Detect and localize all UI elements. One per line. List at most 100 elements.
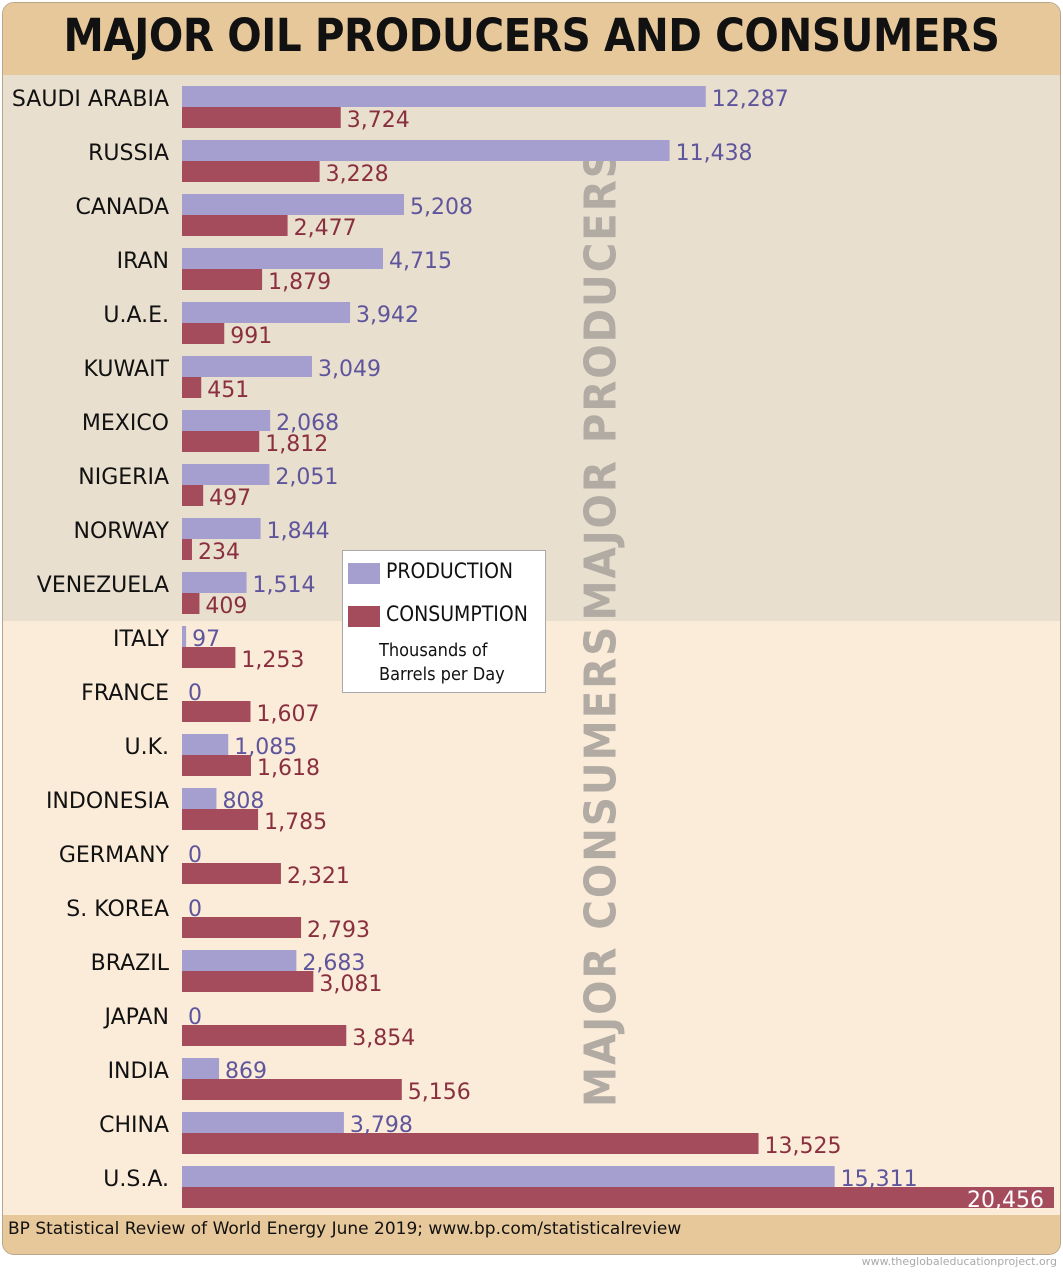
bar-consumption-brazil <box>182 971 314 992</box>
category-label-indonesia: INDONESIA <box>46 789 169 814</box>
value-label-production-indonesia: 808 <box>222 789 264 814</box>
bar-production-canada <box>182 194 405 215</box>
bar-consumption-nigeria <box>182 485 204 506</box>
category-label-italy: ITALY <box>113 627 170 652</box>
legend-unit-line2: Barrels per Day <box>379 664 505 685</box>
bar-production-u-k <box>182 734 229 755</box>
category-label-russia: RUSSIA <box>88 141 169 166</box>
bar-production-brazil <box>182 950 297 971</box>
bar-consumption-italy <box>182 647 236 668</box>
bar-production-venezuela <box>182 572 247 593</box>
value-label-consumption-norway: 234 <box>198 540 240 565</box>
category-label-canada: CANADA <box>75 195 169 220</box>
bar-consumption-saudi-arabia <box>182 107 341 128</box>
category-label-mexico: MEXICO <box>82 411 169 436</box>
value-label-consumption-saudi-arabia: 3,724 <box>347 108 410 133</box>
value-label-consumption-indonesia: 1,785 <box>264 810 327 835</box>
value-label-production-kuwait: 3,049 <box>318 357 381 382</box>
bar-production-u-a-e <box>182 302 351 323</box>
value-label-production-u-s-a: 15,311 <box>841 1167 918 1192</box>
legend: PRODUCTION CONSUMPTION Thousands of Barr… <box>342 550 546 693</box>
bar-consumption-indonesia <box>182 809 259 830</box>
bar-consumption-u-a-e <box>182 323 225 344</box>
category-label-france: FRANCE <box>81 681 169 706</box>
category-label-norway: NORWAY <box>74 519 170 544</box>
value-label-consumption-u-s-a: 20,456 <box>967 1188 1044 1212</box>
value-label-consumption-russia: 3,228 <box>326 162 389 187</box>
source-band <box>3 1215 1060 1254</box>
value-label-consumption-s-korea: 2,793 <box>307 918 370 943</box>
bar-production-nigeria <box>182 464 270 485</box>
value-label-consumption-france: 1,607 <box>257 702 320 727</box>
value-label-production-china: 3,798 <box>350 1113 413 1138</box>
value-label-production-germany: 0 <box>188 843 202 868</box>
value-label-production-italy: 97 <box>192 627 220 652</box>
category-label-u-s-a: U.S.A. <box>103 1167 169 1192</box>
value-label-production-iran: 4,715 <box>389 249 452 274</box>
value-label-production-india: 869 <box>225 1059 267 1084</box>
bar-production-italy <box>182 626 187 647</box>
bar-production-india <box>182 1058 220 1079</box>
legend-swatch-production <box>348 563 380 584</box>
category-label-venezuela: VENEZUELA <box>37 573 169 598</box>
bar-consumption-russia <box>182 161 320 182</box>
bar-production-russia <box>182 140 670 161</box>
bar-consumption-kuwait <box>182 377 202 398</box>
bar-consumption-venezuela <box>182 593 200 614</box>
category-label-iran: IRAN <box>117 249 169 274</box>
bar-consumption-s-korea <box>182 917 302 938</box>
value-label-production-saudi-arabia: 12,287 <box>712 87 789 112</box>
category-label-u-k: U.K. <box>124 735 169 760</box>
consumers-band <box>3 621 1060 1215</box>
category-label-brazil: BRAZIL <box>91 951 170 976</box>
category-label-japan: JAPAN <box>102 1005 169 1030</box>
bar-chart: SAUDI ARABIA 12,287 3,724 RUSSIA 11,438 3,228… <box>12 86 1054 1212</box>
value-label-consumption-kuwait: 451 <box>207 378 249 403</box>
bar-consumption-india <box>182 1079 402 1100</box>
value-label-production-japan: 0 <box>188 1005 202 1030</box>
bar-production-mexico <box>182 410 271 431</box>
category-label-germany: GERMANY <box>59 843 170 868</box>
legend-unit: Thousands of Barrels per Day <box>379 639 505 687</box>
value-label-production-venezuela: 1,514 <box>253 573 316 598</box>
bar-consumption-france <box>182 701 251 722</box>
value-label-production-norway: 1,844 <box>267 519 330 544</box>
value-label-consumption-china: 13,525 <box>765 1134 842 1159</box>
value-label-production-nigeria: 2,051 <box>275 465 338 490</box>
value-label-production-u-a-e: 3,942 <box>356 303 419 328</box>
bar-consumption-japan <box>182 1025 347 1046</box>
category-label-u-a-e: U.A.E. <box>103 303 169 328</box>
category-label-kuwait: KUWAIT <box>84 357 170 382</box>
bar-production-indonesia <box>182 788 217 809</box>
bar-production-norway <box>182 518 261 539</box>
value-label-consumption-canada: 2,477 <box>294 216 357 241</box>
value-label-consumption-germany: 2,321 <box>287 864 350 889</box>
bar-production-china <box>182 1112 344 1133</box>
category-label-india: INDIA <box>108 1059 169 1084</box>
value-label-consumption-venezuela: 409 <box>205 594 247 619</box>
value-label-production-brazil: 2,683 <box>302 951 365 976</box>
value-label-consumption-mexico: 1,812 <box>265 432 328 457</box>
bar-consumption-norway <box>182 539 192 560</box>
value-label-production-mexico: 2,068 <box>276 411 339 436</box>
bar-consumption-u-k <box>182 755 251 776</box>
value-label-production-s-korea: 0 <box>188 897 202 922</box>
source-note: BP Statistical Review of World Energy Ju… <box>8 1219 682 1239</box>
bar-consumption-germany <box>182 863 281 884</box>
category-label-s-korea: S. KOREA <box>66 897 169 922</box>
value-label-production-canada: 5,208 <box>410 195 473 220</box>
bar-production-u-s-a <box>182 1166 835 1187</box>
bar-consumption-u-s-a <box>182 1187 1054 1208</box>
bar-consumption-mexico <box>182 431 260 452</box>
value-label-consumption-u-a-e: 991 <box>230 324 272 349</box>
bar-consumption-iran <box>182 269 263 290</box>
category-label-nigeria: NIGERIA <box>78 465 169 490</box>
bar-production-saudi-arabia <box>182 86 706 107</box>
chart-title: MAJOR OIL PRODUCERS AND CONSUMERS <box>63 9 1000 62</box>
legend-label-production: PRODUCTION <box>386 559 514 583</box>
legend-swatch-consumption <box>348 606 380 627</box>
bar-production-kuwait <box>182 356 312 377</box>
value-label-production-russia: 11,438 <box>676 141 753 166</box>
value-label-consumption-nigeria: 497 <box>209 486 251 511</box>
